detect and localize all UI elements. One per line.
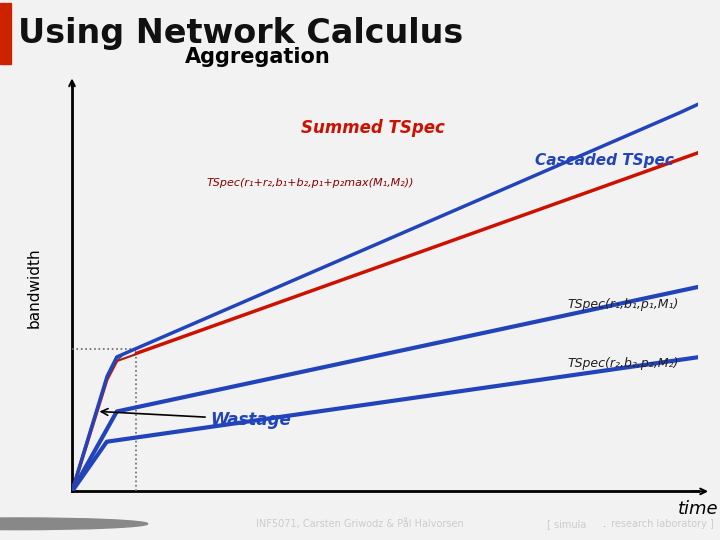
Text: Aggregation: Aggregation [185,48,330,68]
Text: Summed TSpec: Summed TSpec [301,119,445,137]
Text: TSpec(r₂,b₂,p₂,M₂): TSpec(r₂,b₂,p₂,M₂) [567,357,679,370]
Text: [ simula: [ simula [547,519,587,529]
Text: TSpec(r₁+r₂,b₁+b₂,p₁+p₂max(M₁,M₂)): TSpec(r₁+r₂,b₁+b₂,p₁+p₂max(M₁,M₂)) [207,178,414,187]
Text: TSpec(r₁,b₁,p₁,M₁): TSpec(r₁,b₁,p₁,M₁) [567,298,679,311]
Text: Using Network Calculus: Using Network Calculus [18,17,463,50]
Bar [0,3,11,64]
Text: Wastage: Wastage [102,409,292,429]
Text: INF5071, Carsten Griwodz & Pål Halvorsen: INF5071, Carsten Griwodz & Pål Halvorsen [256,518,464,529]
Circle shape [0,518,148,530]
Text: research laboratory ]: research laboratory ] [608,519,714,529]
Text: time: time [678,500,719,518]
Text: .: . [600,519,606,529]
Text: Cascaded TSpec: Cascaded TSpec [535,153,674,168]
Text: bandwidth: bandwidth [27,247,42,328]
Text: University of Oslo: University of Oslo [40,519,126,529]
